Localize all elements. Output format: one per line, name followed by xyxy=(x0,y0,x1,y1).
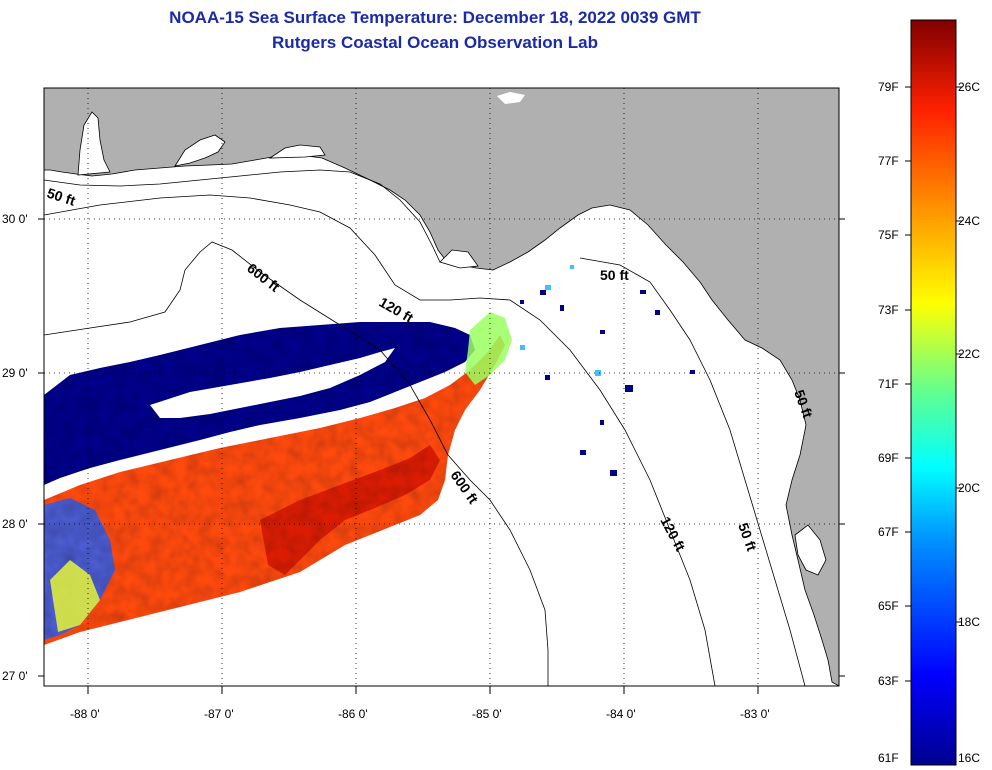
tick-marks xyxy=(38,218,845,694)
cb-c-18: 18C xyxy=(958,615,980,629)
lake-top xyxy=(497,92,525,104)
sst-hot-core xyxy=(260,445,440,575)
lon-label-87: -87 0' xyxy=(204,707,234,721)
cb-f-61: 61F xyxy=(878,751,899,765)
cb-f-67: 67F xyxy=(878,525,899,539)
sst-shelf-speckle xyxy=(520,290,695,476)
bay-mobile xyxy=(77,111,111,176)
cb-f-77: 77F xyxy=(878,154,899,168)
sst-west-yellow xyxy=(50,560,100,632)
bay-choctaw xyxy=(268,144,326,159)
lon-label-86: -86 0' xyxy=(338,707,368,721)
contour-600ft xyxy=(44,241,549,686)
cb-c-20: 20C xyxy=(958,481,980,495)
cb-f-65: 65F xyxy=(878,599,899,613)
lon-label-83: -83 0' xyxy=(740,707,770,721)
contour-50ft-east xyxy=(579,257,806,686)
lat-label-28: 28 0' xyxy=(2,517,28,531)
cb-f-63: 63F xyxy=(878,674,899,688)
lon-label-88: -88 0' xyxy=(70,707,100,721)
title-line-2: Rutgers Coastal Ocean Observation Lab xyxy=(272,33,598,52)
sst-shelf-cyan xyxy=(520,265,601,376)
colorbar-ticks xyxy=(905,86,962,682)
lat-label-29: 29 0' xyxy=(2,366,28,380)
sst-shelf-green xyxy=(465,312,512,385)
lon-label-84: -84 0' xyxy=(606,707,636,721)
cb-c-26: 26C xyxy=(958,80,980,94)
title-line-1: NOAA-15 Sea Surface Temperature: Decembe… xyxy=(169,8,701,27)
colorbar xyxy=(910,19,957,766)
lat-label-27: 27 0' xyxy=(2,669,28,683)
cb-c-22: 22C xyxy=(958,347,980,361)
cb-f-73: 73F xyxy=(878,303,899,317)
cb-c-16: 16C xyxy=(958,751,980,765)
lon-label-85: -85 0' xyxy=(472,707,502,721)
land-mass xyxy=(44,88,839,686)
bay-tampa xyxy=(794,524,827,576)
map-frame xyxy=(43,87,840,687)
sst-nodata-hole xyxy=(150,348,395,418)
bay-pensacola xyxy=(174,134,226,167)
sst-warm-band xyxy=(44,335,505,645)
cb-c-24: 24C xyxy=(958,214,980,228)
cb-f-75: 75F xyxy=(878,228,899,242)
cb-f-69: 69F xyxy=(878,451,899,465)
contour-50ft-west xyxy=(44,169,441,263)
lat-label-30: 30 0' xyxy=(2,212,28,226)
contour-label-50ft-bigbend: 50 ft xyxy=(600,267,629,283)
cb-f-79: 79F xyxy=(878,80,899,94)
cb-f-71: 71F xyxy=(878,377,899,391)
bay-apalachee xyxy=(439,249,479,269)
contour-120ft xyxy=(44,194,716,686)
